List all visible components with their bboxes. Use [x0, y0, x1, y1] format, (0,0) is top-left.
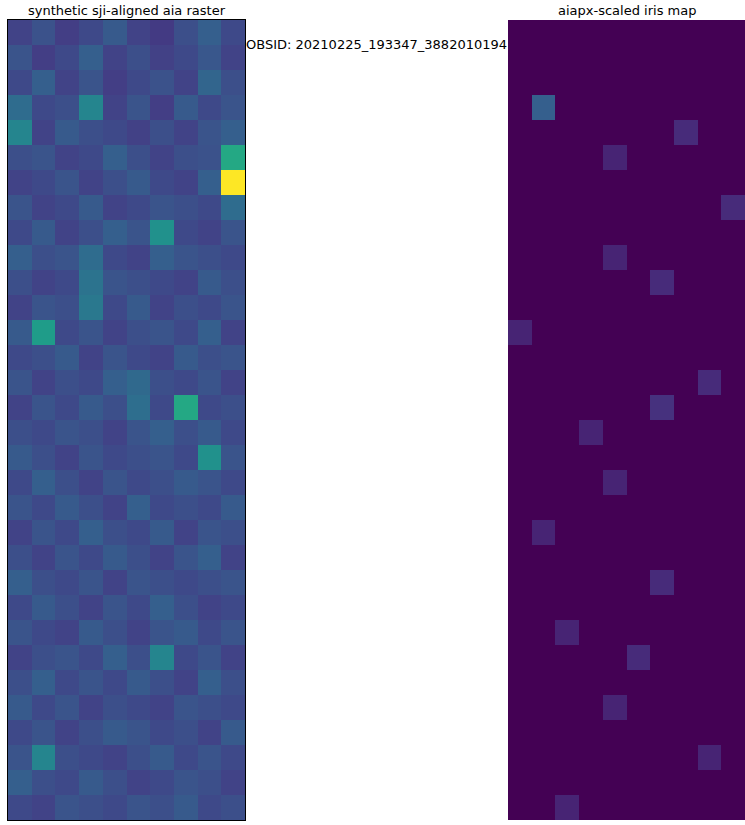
svg-text:OBSID: 20210225_193347_3882010: OBSID: 20210225_193347_3882010194 — [246, 37, 507, 52]
svg-text:aiapx-scaled iris map: aiapx-scaled iris map — [558, 3, 696, 18]
svg-text:synthetic sji-aligned aia rast: synthetic sji-aligned aia raster — [28, 3, 226, 18]
